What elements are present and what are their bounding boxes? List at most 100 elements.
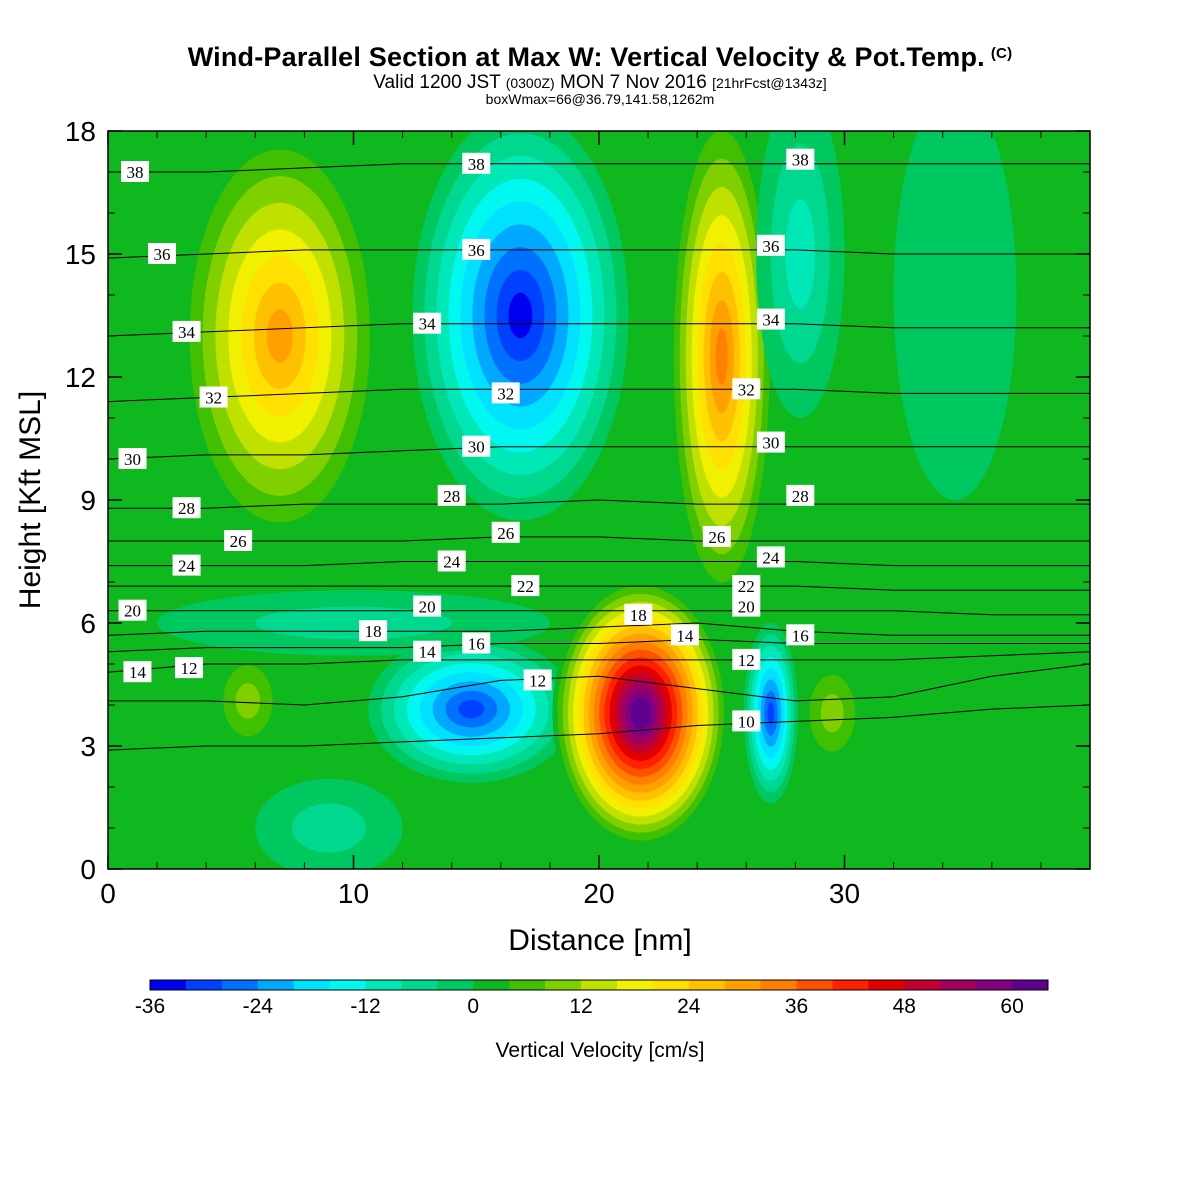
colorbar-swatch: [760, 980, 798, 990]
label-box: [732, 595, 761, 617]
velocity-cell: [157, 590, 550, 656]
isentrope-label: 24: [172, 554, 201, 576]
colorbar-swatch: [652, 980, 690, 990]
label-box: [786, 484, 815, 506]
label-box: [624, 603, 653, 625]
velocity-contour: [715, 328, 728, 385]
label-text: 22: [738, 577, 755, 596]
colorbar: -36 -24 -12 0 12 24 36 48 60: [135, 979, 1049, 1018]
label-text: 38: [127, 163, 144, 182]
label-box: [175, 657, 204, 679]
colorbar-swatch: [437, 980, 474, 990]
label-text: 12: [181, 659, 198, 678]
label-box: [359, 620, 388, 642]
velocity-cell: [893, 131, 1017, 500]
label-box: [413, 595, 442, 617]
colorbar-swatch: [688, 980, 726, 990]
label-box: [413, 640, 442, 662]
colorbar-swatch: [1012, 980, 1049, 990]
isentrope-line: [108, 536, 1090, 542]
isentrope-line: [108, 651, 1090, 673]
isentrope-label: 32: [732, 378, 761, 400]
label-box: [702, 525, 731, 547]
y-tick-label: 15: [65, 239, 96, 270]
colorbar-swatch: [545, 980, 582, 990]
colorbar-swatch: [293, 980, 331, 990]
velocity-cell: [756, 131, 845, 418]
label-text: 36: [154, 245, 171, 264]
label-text: 28: [178, 499, 195, 518]
colorbar-swatch: [401, 980, 438, 990]
isentrope-label: 26: [491, 521, 520, 543]
label-text: 24: [443, 553, 461, 572]
isentropes: [108, 163, 1090, 751]
isentrope-label: 20: [118, 599, 147, 621]
colorbar-tick-label: 48: [893, 995, 916, 1018]
velocity-cell: [412, 131, 629, 521]
isentrope-label: 12: [175, 657, 204, 679]
label-text: 38: [792, 151, 809, 170]
label-text: 14: [129, 663, 147, 682]
isentrope-label: 34: [413, 312, 442, 334]
isentrope-label: 10: [732, 710, 761, 732]
label-box: [123, 661, 152, 683]
y-axis-label: Height [Kft MSL]: [14, 391, 47, 609]
isentrope-label: 16: [786, 624, 815, 646]
label-box: [172, 497, 201, 519]
label-text: 10: [738, 712, 755, 731]
isentrope-label: 30: [756, 431, 785, 453]
label-text: 14: [676, 626, 694, 645]
y-tick-label: 12: [65, 362, 96, 393]
colorbar-swatch: [976, 980, 1013, 990]
isentrope-line: [108, 704, 1090, 751]
colorbar-swatch: [724, 980, 762, 990]
label-box: [786, 624, 815, 646]
label-box: [491, 521, 520, 543]
label-box: [172, 320, 201, 342]
label-text: 34: [178, 323, 196, 342]
isentrope-label: 14: [413, 640, 442, 662]
copyright-mark: (C): [990, 45, 1013, 62]
label-text: 14: [419, 643, 437, 662]
x-tick-label: 20: [583, 878, 614, 909]
isentrope-label: 12: [732, 648, 761, 670]
isentrope-label: 16: [462, 632, 491, 654]
label-text: 12: [529, 671, 546, 690]
colorbar-swatch: [796, 980, 833, 990]
label-text: 32: [738, 380, 755, 399]
y-tick-label: 3: [80, 731, 96, 762]
colorbar-frame: [149, 979, 1049, 991]
label-text: 32: [497, 384, 514, 403]
colorbar-tick-label: -36: [135, 995, 165, 1018]
colorbar-tick-label: -12: [350, 995, 380, 1018]
valid-time-line: Valid 1200 JST (0300Z) MON 7 Nov 2016 [2…: [0, 72, 1200, 94]
x-tick-label: 30: [829, 878, 860, 909]
isentrope-label: 26: [224, 530, 253, 551]
label-text: 20: [419, 598, 436, 617]
label-box: [756, 308, 785, 330]
isentrope-label: 20: [732, 595, 761, 617]
isentrope-line: [108, 323, 1090, 337]
velocity-field: [108, 131, 1090, 869]
isentrope-label: 20: [413, 595, 442, 617]
isentrope-label: 18: [359, 620, 388, 642]
velocity-contour: [820, 694, 844, 733]
isentrope-label: 24: [756, 546, 785, 568]
label-text: 30: [468, 438, 485, 457]
x-tick-label: 10: [338, 878, 369, 909]
isentrope-line: [108, 446, 1090, 460]
isentrope-line: [108, 663, 1090, 706]
colorbar-tick-label: 24: [677, 995, 701, 1018]
label-box: [732, 378, 761, 400]
isentrope-line: [108, 610, 1090, 616]
label-text: 30: [762, 434, 779, 453]
isentrope-label: 30: [118, 448, 147, 469]
isentrope-label: 28: [786, 484, 815, 506]
colorbar-swatch: [868, 980, 905, 990]
label-text: 16: [792, 626, 809, 645]
isentrope-label: 22: [511, 575, 540, 597]
velocity-cell: [255, 778, 403, 869]
isentrope-label: 36: [756, 234, 785, 256]
label-box: [224, 530, 253, 551]
